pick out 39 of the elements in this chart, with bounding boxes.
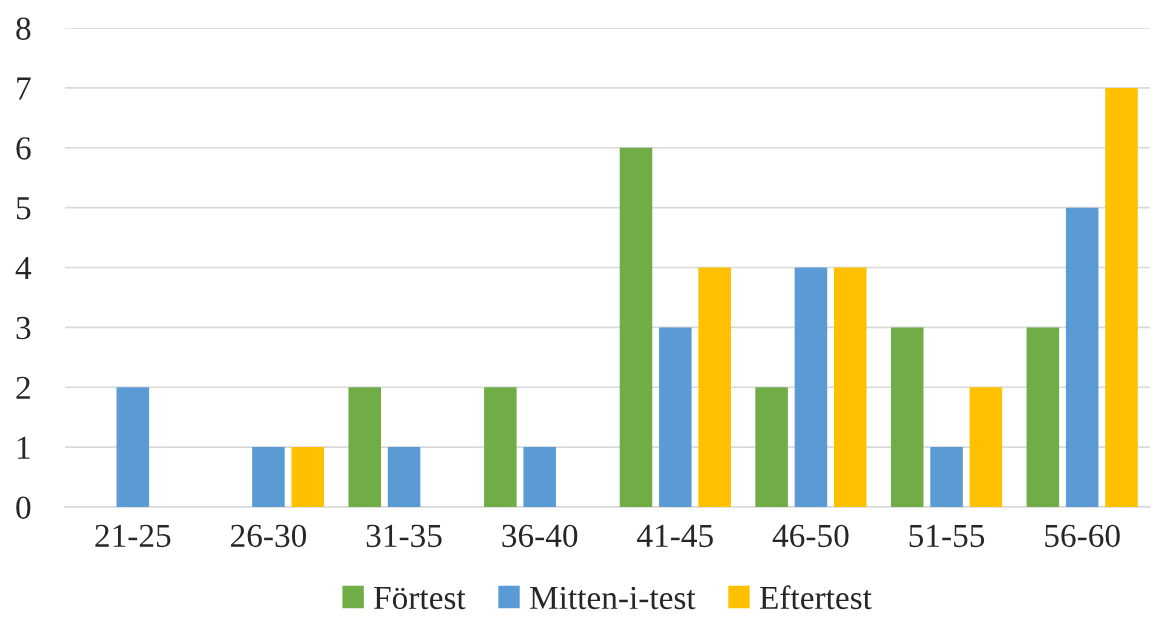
bar — [484, 387, 517, 507]
bar — [523, 447, 556, 507]
x-tick-label: 26-30 — [231, 524, 307, 548]
x-tick-label: 41-45 — [637, 524, 713, 548]
legend-label: Eftertest — [759, 585, 872, 610]
bar — [1026, 327, 1060, 507]
y-tick-label: 6 — [16, 137, 31, 160]
bar — [1065, 207, 1099, 507]
bar — [930, 447, 963, 507]
bar — [116, 387, 150, 507]
bar — [387, 447, 421, 507]
x-tick-label: 21-25 — [95, 524, 171, 548]
x-tick-label: 36-40 — [502, 524, 578, 548]
bar — [348, 387, 382, 507]
bar — [659, 327, 692, 507]
y-tick-label: 1 — [17, 436, 30, 459]
y-tick-label: 0 — [16, 496, 31, 519]
bar — [890, 327, 924, 507]
y-tick-label: 3 — [16, 316, 31, 340]
legend-label: Mitten-i-test — [529, 586, 696, 610]
y-tick-label: 4 — [15, 257, 32, 280]
bar — [619, 147, 653, 507]
x-tick-label: 46-50 — [772, 524, 849, 548]
bar — [833, 267, 867, 507]
legend-label: Förtest — [374, 586, 466, 610]
bar — [1105, 87, 1138, 507]
bar — [969, 387, 1003, 507]
x-tick-label: 56-60 — [1045, 524, 1120, 548]
bar — [698, 267, 731, 507]
y-tick-label: 2 — [16, 376, 30, 399]
y-tick-label: 5 — [16, 197, 31, 220]
bar — [794, 267, 828, 507]
x-tick-label: 51-55 — [909, 524, 985, 548]
y-tick-label: 8 — [16, 17, 31, 40]
bar — [291, 447, 325, 507]
bar — [252, 447, 285, 507]
x-tick-label: 31-35 — [366, 524, 442, 548]
bar — [755, 387, 788, 507]
y-tick-label: 7 — [17, 77, 31, 100]
